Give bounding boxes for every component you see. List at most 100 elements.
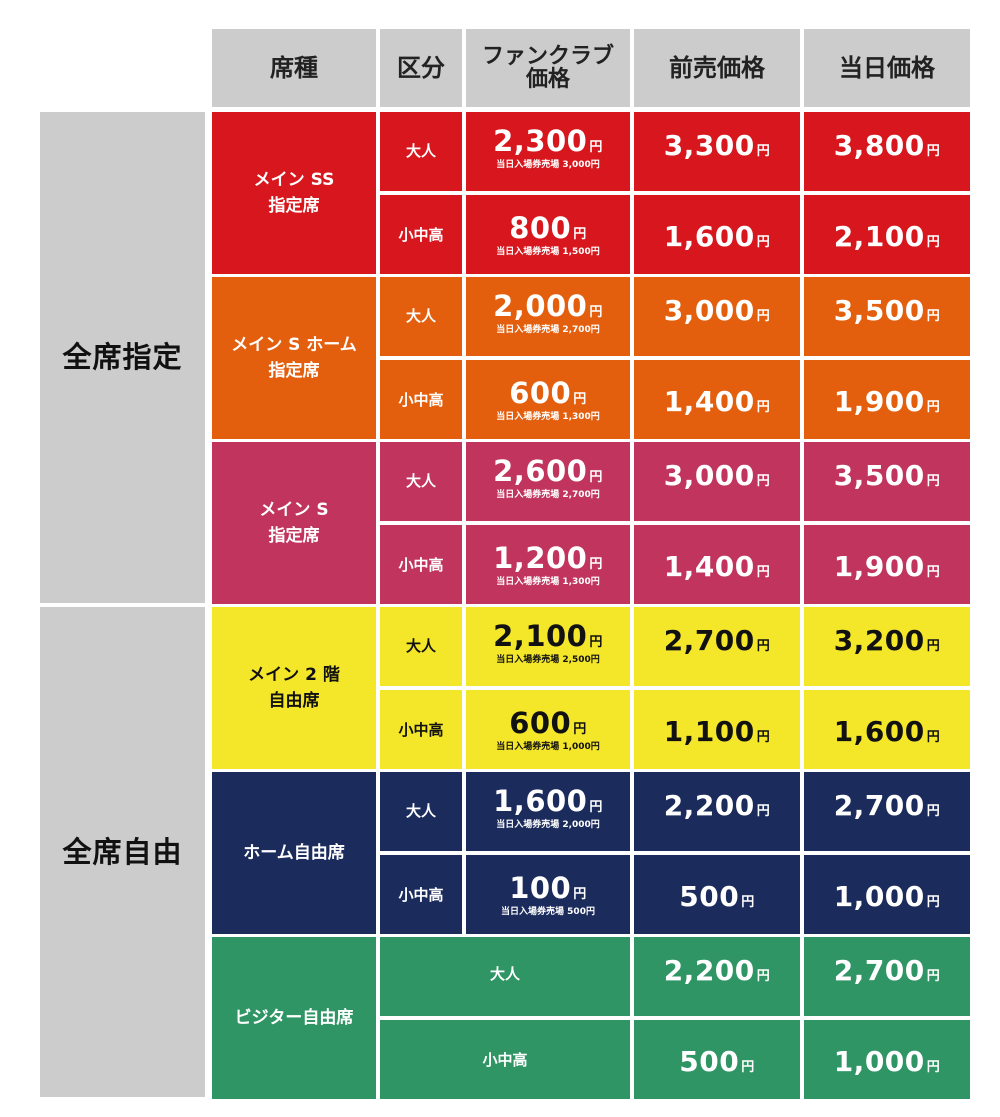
yen-unit: 円 bbox=[926, 473, 941, 489]
advance-price-cell-child: 500 円 bbox=[634, 855, 800, 934]
price-value: 3,500 bbox=[833, 293, 925, 327]
same-day-price-cell-adult: 3,500 円 bbox=[804, 277, 970, 356]
category-label: 大人 bbox=[405, 472, 436, 490]
fanclub-price-value: 2,000 bbox=[493, 289, 588, 324]
yen-unit: 円 bbox=[589, 140, 603, 156]
category-cell-adult: 大人 bbox=[380, 277, 462, 356]
advance-price-cell-adult: 2,700 円 bbox=[634, 607, 800, 686]
price-value: 1,000 bbox=[833, 879, 925, 913]
header-advance-price: 前売価格 bbox=[634, 29, 800, 107]
same-day-counter-note: 当日入場券売場 2,500円 bbox=[496, 655, 600, 665]
advance-price-cell-adult: 3,000 円 bbox=[634, 277, 800, 356]
same-day-counter-note: 当日入場券売場 1,500円 bbox=[496, 247, 600, 257]
price-value: 1,600 bbox=[833, 714, 925, 748]
category-label: 小中高 bbox=[398, 885, 444, 904]
category-cell-child: 小中高 bbox=[380, 525, 462, 604]
same-day-counter-note: 当日入場券売場 2,000円 bbox=[496, 820, 600, 830]
yen-unit: 円 bbox=[756, 234, 771, 250]
yen-unit: 円 bbox=[573, 722, 587, 738]
category-cell-adult: 大人 bbox=[380, 442, 462, 521]
same-day-price-cell-adult: 3,500 円 bbox=[804, 442, 970, 521]
category-cell-adult: 大人 bbox=[380, 112, 462, 191]
category-label: 小中高 bbox=[398, 555, 444, 574]
category-cell-child: 小中高 bbox=[380, 195, 462, 274]
advance-price-cell-adult: 3,300 円 bbox=[634, 112, 800, 191]
same-day-price-cell-adult: 3,800 円 bbox=[804, 112, 970, 191]
same-day-price-cell-adult: 2,700 円 bbox=[804, 937, 970, 1016]
seat-type-label: メイン SS 指定席 bbox=[253, 169, 335, 216]
category-label: 小中高 bbox=[398, 390, 444, 409]
advance-price-cell-child: 1,400 円 bbox=[634, 525, 800, 604]
fanclub-price-cell-child: 100 円当日入場券売場 500円 bbox=[466, 855, 630, 934]
fanclub-price-value: 600 bbox=[509, 376, 572, 411]
fanclub-price-value: 1,200 bbox=[493, 541, 588, 576]
category-label: 小中高 bbox=[482, 1050, 528, 1069]
header-fanclub-price: ファンクラブ 価格 bbox=[466, 29, 630, 107]
yen-unit: 円 bbox=[589, 305, 603, 321]
fanclub-price-cell-child: 600 円当日入場券売場 1,300円 bbox=[466, 360, 630, 439]
seat-type-label: メイン S 指定席 bbox=[259, 499, 329, 546]
yen-unit: 円 bbox=[926, 1059, 941, 1075]
price-value: 1,100 bbox=[663, 714, 755, 748]
same-day-counter-note: 当日入場券売場 3,000円 bbox=[496, 160, 600, 170]
yen-unit: 円 bbox=[756, 308, 771, 324]
fanclub-price-cell-adult: 1,600 円当日入場券売場 2,000円 bbox=[466, 772, 630, 851]
group-label-unreserved: 全席自由 bbox=[40, 607, 205, 1097]
category-cell-adult: 大人 bbox=[380, 607, 462, 686]
price-value: 3,000 bbox=[663, 458, 755, 492]
yen-unit: 円 bbox=[756, 803, 771, 819]
advance-price-cell-child: 1,600 円 bbox=[634, 195, 800, 274]
yen-unit: 円 bbox=[756, 399, 771, 415]
fanclub-price-value: 2,600 bbox=[493, 454, 588, 489]
same-day-price-cell-child: 1,900 円 bbox=[804, 360, 970, 439]
seat-type-cell: ビジター自由席 bbox=[212, 937, 376, 1099]
seat-type-cell: メイン SS 指定席 bbox=[212, 112, 376, 274]
fanclub-price-value: 600 bbox=[509, 706, 572, 741]
category-label: 大人 bbox=[405, 142, 436, 160]
seat-type-label: メイン S ホーム 指定席 bbox=[231, 334, 357, 381]
same-day-price-cell-child: 1,000 円 bbox=[804, 1020, 970, 1099]
header-seat-type: 席種 bbox=[212, 29, 376, 107]
seat-type-cell: メイン 2 階 自由席 bbox=[212, 607, 376, 769]
seat-type-cell: ホーム自由席 bbox=[212, 772, 376, 934]
category-label: 小中高 bbox=[398, 225, 444, 244]
group-label-reserved: 全席指定 bbox=[40, 112, 205, 603]
yen-unit: 円 bbox=[756, 968, 771, 984]
category-cell-adult: 大人 bbox=[380, 937, 630, 1016]
advance-price-cell-adult: 2,200 円 bbox=[634, 772, 800, 851]
category-cell-child: 小中高 bbox=[380, 855, 462, 934]
price-value: 2,200 bbox=[663, 788, 755, 822]
header-category: 区分 bbox=[380, 29, 462, 107]
same-day-counter-note: 当日入場券売場 500円 bbox=[501, 907, 595, 917]
seat-type-label: ホーム自由席 bbox=[243, 842, 345, 863]
same-day-price-cell-child: 1,900 円 bbox=[804, 525, 970, 604]
fanclub-price-value: 1,600 bbox=[493, 784, 588, 819]
category-cell-child: 小中高 bbox=[380, 1020, 630, 1099]
same-day-price-cell-adult: 3,200 円 bbox=[804, 607, 970, 686]
fanclub-price-cell-adult: 2,600 円当日入場券売場 2,700円 bbox=[466, 442, 630, 521]
header-same-day-price: 当日価格 bbox=[804, 29, 970, 107]
category-label: 小中高 bbox=[398, 720, 444, 739]
yen-unit: 円 bbox=[573, 227, 587, 243]
yen-unit: 円 bbox=[756, 729, 771, 745]
yen-unit: 円 bbox=[756, 638, 771, 654]
price-value: 1,600 bbox=[663, 219, 755, 253]
price-value: 2,200 bbox=[663, 953, 755, 987]
price-value: 3,000 bbox=[663, 293, 755, 327]
yen-unit: 円 bbox=[589, 557, 603, 573]
price-value: 3,500 bbox=[833, 458, 925, 492]
yen-unit: 円 bbox=[926, 234, 941, 250]
category-cell-adult: 大人 bbox=[380, 772, 462, 851]
category-label: 大人 bbox=[489, 965, 520, 983]
yen-unit: 円 bbox=[926, 564, 941, 580]
yen-unit: 円 bbox=[756, 473, 771, 489]
fanclub-price-value: 2,100 bbox=[493, 619, 588, 654]
yen-unit: 円 bbox=[589, 470, 603, 486]
fanclub-price-value: 2,300 bbox=[493, 124, 588, 159]
price-value: 1,900 bbox=[833, 384, 925, 418]
fanclub-price-value: 800 bbox=[509, 211, 572, 246]
yen-unit: 円 bbox=[926, 803, 941, 819]
same-day-counter-note: 当日入場券売場 1,000円 bbox=[496, 742, 600, 752]
same-day-counter-note: 当日入場券売場 1,300円 bbox=[496, 577, 600, 587]
yen-unit: 円 bbox=[926, 638, 941, 654]
